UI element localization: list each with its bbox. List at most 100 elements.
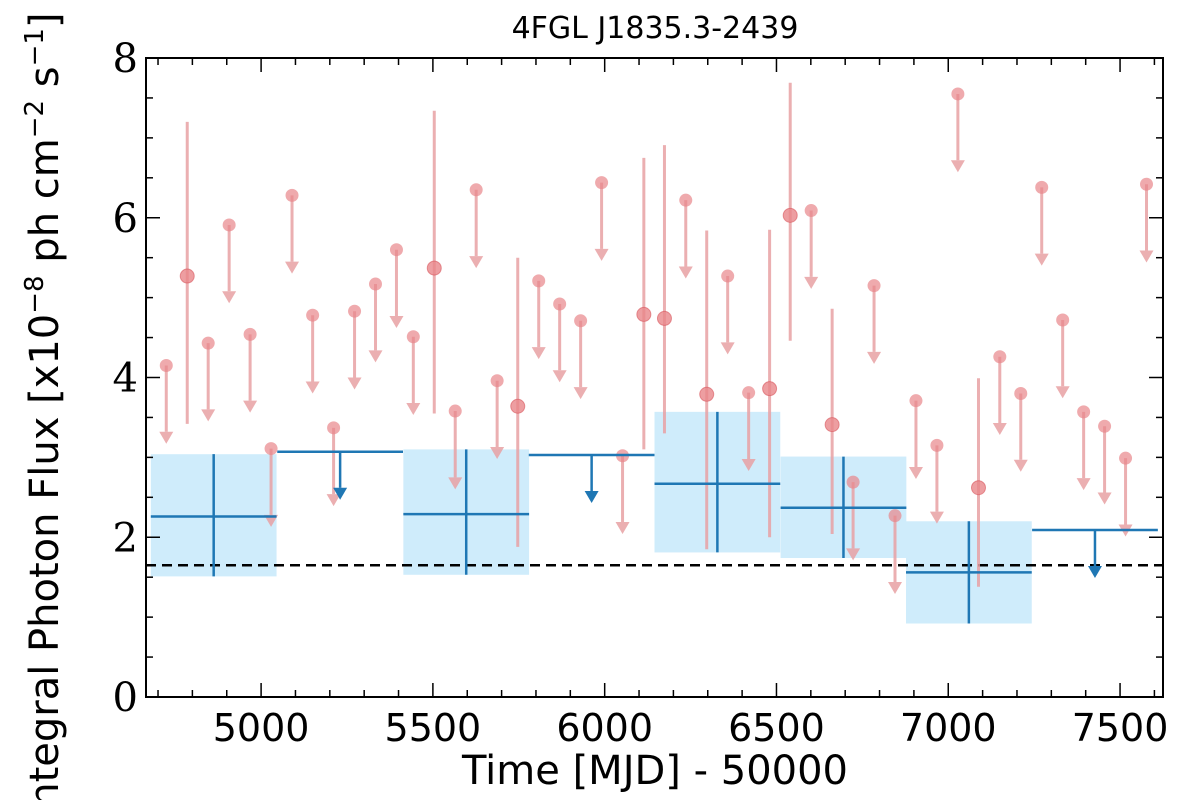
fine-upper-limit-marker bbox=[930, 438, 944, 452]
fine-upper-limit-marker bbox=[1077, 405, 1091, 419]
fine-upper-limit-12 bbox=[448, 404, 463, 490]
fine-upper-limit-arrow-head bbox=[846, 548, 861, 561]
fine-upper-limit-marker bbox=[1140, 177, 1154, 191]
fine-detection-marker bbox=[970, 480, 986, 496]
fine-upper-limit-arrow-head bbox=[929, 511, 944, 524]
coarse-upper-limit-0 bbox=[277, 450, 403, 500]
fine-upper-limit-6 bbox=[305, 308, 320, 394]
fine-upper-limit-marker bbox=[406, 330, 420, 344]
fine-upper-limit-marker bbox=[867, 279, 881, 293]
fine-upper-limit-29 bbox=[950, 87, 965, 173]
fine-upper-limit-22 bbox=[741, 386, 756, 471]
fine-upper-limit-marker bbox=[846, 475, 860, 489]
fine-detection-marker bbox=[426, 260, 442, 276]
fine-upper-limit-marker bbox=[1119, 451, 1133, 465]
fine-upper-limit-37 bbox=[1139, 177, 1154, 263]
y-axis-label: Integral Photon Flux [x10−8 ph cm−2 s−1] bbox=[20, 12, 68, 800]
x-tick-label: 5500 bbox=[385, 706, 482, 750]
fine-upper-limit-marker bbox=[721, 269, 735, 283]
fine-detection-4 bbox=[656, 145, 672, 434]
coarse-upper-limit-arrow-head bbox=[333, 487, 348, 500]
fine-upper-limit-arrow-head bbox=[867, 351, 882, 364]
fine-upper-limit-1 bbox=[201, 336, 216, 422]
fine-upper-limit-arrow-head bbox=[594, 248, 609, 261]
fine-upper-limit-0 bbox=[159, 359, 174, 444]
fine-upper-limit-arrow-head bbox=[389, 315, 404, 328]
fine-upper-limit-arrow-head bbox=[1139, 250, 1154, 263]
fine-upper-limit-35 bbox=[1097, 419, 1112, 505]
x-tick-label: 7000 bbox=[900, 706, 997, 750]
fine-detection-7 bbox=[782, 82, 798, 341]
fine-upper-limit-20 bbox=[678, 193, 693, 279]
y-tick-label: 8 bbox=[113, 36, 138, 82]
fine-upper-limit-arrow-head bbox=[469, 256, 484, 269]
fine-upper-limit-marker bbox=[993, 350, 1007, 364]
fine-upper-limit-16 bbox=[552, 297, 567, 383]
coarse-detection-3 bbox=[780, 456, 907, 559]
fine-upper-limit-arrow-head bbox=[908, 466, 923, 479]
fine-detection-marker bbox=[762, 381, 778, 397]
coarse-detection-4 bbox=[906, 521, 1032, 624]
fine-upper-limit-11 bbox=[406, 330, 421, 416]
fine-upper-limit-19 bbox=[615, 449, 630, 535]
fine-upper-limit-9 bbox=[368, 277, 383, 363]
fine-detection-2 bbox=[510, 257, 526, 547]
fine-upper-limit-arrow-head bbox=[804, 276, 819, 289]
fine-upper-limit-23 bbox=[804, 204, 819, 289]
x-tick-label: 5000 bbox=[213, 706, 310, 750]
fine-upper-limit-10 bbox=[389, 243, 404, 328]
y-tick-label: 6 bbox=[113, 196, 138, 242]
fine-detection-0 bbox=[179, 121, 195, 424]
fine-detection-marker bbox=[510, 398, 526, 414]
fine-upper-limit-marker bbox=[595, 176, 609, 190]
x-tick-label: 7500 bbox=[1072, 706, 1169, 750]
fine-upper-limit-30 bbox=[992, 350, 1007, 436]
fine-upper-limit-marker bbox=[1056, 313, 1070, 327]
fine-upper-limit-marker bbox=[1035, 180, 1049, 194]
fine-upper-limit-arrow-head bbox=[1034, 253, 1049, 266]
fine-upper-limit-marker bbox=[804, 204, 818, 218]
fine-upper-limit-marker bbox=[448, 404, 462, 418]
fine-upper-limit-marker bbox=[159, 359, 173, 373]
fine-upper-limit-27 bbox=[908, 394, 923, 479]
fine-upper-limit-21 bbox=[720, 269, 735, 355]
fine-detection-marker bbox=[656, 310, 672, 326]
fine-upper-limit-arrow-head bbox=[406, 403, 421, 416]
fine-upper-limit-marker bbox=[222, 218, 236, 232]
fine-upper-limit-arrow-head bbox=[448, 477, 463, 490]
tick-labels: 5000 5500 6000 6500 7000 7500 0 2 4 6 8 bbox=[113, 36, 1169, 750]
fine-upper-limit-13 bbox=[469, 183, 484, 269]
fine-upper-limit-marker bbox=[532, 274, 546, 288]
fine-upper-limit-arrow-head bbox=[531, 347, 546, 360]
coarse-detection-0 bbox=[150, 454, 277, 577]
fine-upper-limit-marker bbox=[1098, 419, 1112, 433]
fine-upper-limit-marker bbox=[201, 336, 215, 350]
fine-upper-limit-arrow-head bbox=[615, 522, 630, 535]
fine-upper-limit-17 bbox=[573, 314, 588, 400]
fine-upper-limit-arrow-head bbox=[1097, 492, 1112, 505]
axes bbox=[145, 57, 1164, 698]
fine-upper-limit-34 bbox=[1076, 405, 1091, 491]
fine-upper-limit-arrow-head bbox=[305, 381, 320, 394]
fine-upper-limit-33 bbox=[1055, 313, 1070, 399]
fine-upper-limit-8 bbox=[347, 304, 362, 390]
fine-upper-limit-arrow-head bbox=[888, 581, 903, 594]
fine-upper-limit-marker bbox=[742, 386, 756, 400]
y-tick-label: 2 bbox=[113, 515, 138, 561]
fine-upper-limit-arrow-head bbox=[950, 160, 965, 173]
x-tick-label: 6500 bbox=[728, 706, 825, 750]
fine-upper-limit-15 bbox=[531, 274, 546, 360]
fine-upper-limit-arrow-head bbox=[1076, 478, 1091, 491]
fine-upper-limit-marker bbox=[469, 183, 483, 197]
fine-detection-9 bbox=[970, 378, 986, 587]
fine-upper-limit-arrow-head bbox=[552, 370, 567, 383]
fine-upper-limit-marker bbox=[951, 87, 965, 101]
fine-upper-limit-31 bbox=[1013, 386, 1028, 472]
fine-upper-limit-arrow-head bbox=[201, 409, 216, 422]
fine-upper-limit-32 bbox=[1034, 180, 1049, 266]
fine-upper-limit-25 bbox=[867, 279, 882, 364]
fine-upper-limit-marker bbox=[369, 277, 383, 291]
fine-upper-limit-marker bbox=[888, 509, 902, 523]
fine-upper-limit-7 bbox=[326, 421, 341, 507]
fine-upper-limit-marker bbox=[306, 308, 320, 322]
